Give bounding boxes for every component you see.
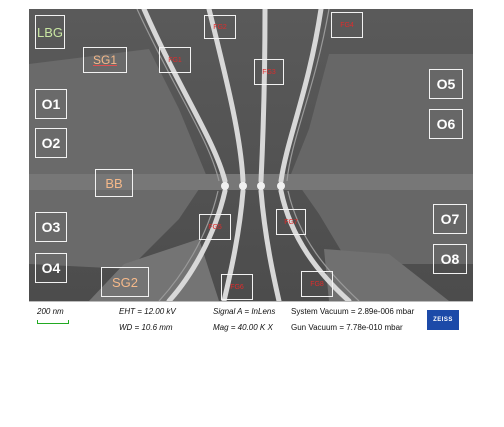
label-fg6: FG6 [221, 274, 253, 300]
mag-readout: Mag = 40.00 K X [213, 323, 273, 332]
label-fg8: FG8 [301, 271, 333, 297]
label-o3: O3 [35, 212, 67, 242]
label-fg5: FG5 [199, 214, 231, 240]
label-o2: O2 [35, 128, 67, 158]
label-sg1: SG1 [83, 47, 127, 73]
label-sg2: SG2 [101, 267, 149, 297]
gun-vacuum-readout: Gun Vacuum = 7.78e-010 mbar [291, 323, 403, 332]
sem-data-bar: 200 nm EHT = 12.00 kV WD = 10.6 mm Signa… [29, 301, 473, 338]
label-o8: O8 [433, 244, 467, 274]
zeiss-logo: ZEISS [427, 310, 459, 330]
scale-bar [37, 320, 69, 324]
label-fg4: FG4 [331, 12, 363, 38]
system-vacuum-readout: System Vacuum = 2.89e-006 mbar [291, 307, 415, 316]
label-fg1: FG1 [159, 47, 191, 73]
label-o1: O1 [35, 89, 67, 119]
label-fg7: FG7 [276, 209, 306, 235]
sem-micrograph: LBG SG1 O1 O2 O3 O4 BB SG2 O5 O6 O7 O8 F… [29, 9, 473, 338]
label-o7: O7 [433, 204, 467, 234]
label-fg2: FG2 [204, 15, 236, 39]
scale-label: 200 nm [37, 307, 64, 316]
signal-readout: Signal A = InLens [213, 307, 276, 316]
label-o5: O5 [429, 69, 463, 99]
label-lbg: LBG [35, 15, 65, 49]
label-fg3: FG3 [254, 59, 284, 85]
micrograph-image [29, 9, 473, 301]
label-o4: O4 [35, 253, 67, 283]
label-o6: O6 [429, 109, 463, 139]
label-bb: BB [95, 169, 133, 197]
eht-readout: EHT = 12.00 kV [119, 307, 176, 316]
wd-readout: WD = 10.6 mm [119, 323, 173, 332]
